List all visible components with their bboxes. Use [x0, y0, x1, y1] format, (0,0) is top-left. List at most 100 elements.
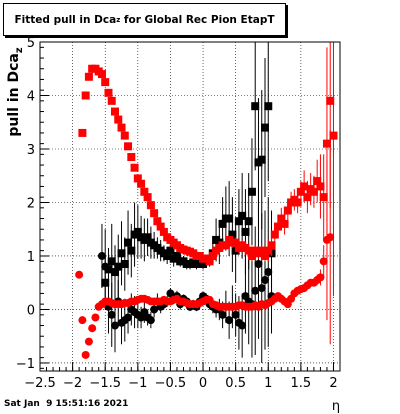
- y-axis-label-sub: z: [14, 47, 25, 53]
- data-point: [225, 316, 234, 325]
- data-point: [231, 310, 240, 319]
- data-point: [244, 217, 253, 226]
- x-tick-label: −0.5: [155, 376, 187, 391]
- x-tick-label: −1.5: [89, 376, 121, 391]
- data-point: [329, 131, 338, 140]
- data-point: [225, 214, 234, 223]
- data-point: [133, 174, 142, 183]
- data-point: [150, 305, 159, 314]
- data-point: [114, 262, 123, 271]
- data-point: [296, 187, 305, 196]
- data-point: [261, 123, 269, 132]
- series-ff0000-square: [78, 42, 338, 297]
- data-point: [257, 155, 266, 164]
- data-point: [319, 193, 328, 202]
- data-point: [130, 163, 139, 172]
- data-point: [264, 246, 273, 255]
- timestamp-footer: Sat Jan 9 15:51:16 2021: [4, 399, 129, 409]
- data-point: [101, 78, 110, 87]
- data-point: [293, 198, 302, 207]
- data-point: [124, 238, 133, 247]
- data-point: [280, 219, 289, 228]
- data-point: [84, 72, 93, 81]
- data-point: [88, 324, 97, 333]
- data-point: [111, 107, 119, 116]
- data-point: [234, 217, 243, 226]
- chart-title-rest: for Global Rec Pion EtapT: [120, 13, 275, 26]
- y-tick-label: 0: [27, 303, 35, 318]
- data-point: [303, 193, 312, 202]
- data-point: [205, 257, 214, 266]
- data-point: [228, 230, 237, 239]
- data-point: [251, 102, 260, 111]
- data-point: [117, 249, 126, 258]
- data-point: [264, 268, 273, 277]
- data-point: [316, 273, 325, 282]
- data-point: [274, 222, 283, 231]
- data-point: [283, 206, 292, 215]
- data-point: [326, 233, 335, 242]
- data-point: [97, 70, 106, 79]
- y-tick-label: 2: [27, 196, 35, 211]
- x-tick-label: 2: [329, 376, 337, 391]
- data-point: [120, 260, 129, 269]
- data-point: [257, 284, 266, 293]
- y-tick-label: 3: [27, 143, 35, 158]
- data-point: [247, 251, 256, 260]
- data-point: [251, 286, 260, 295]
- chart-title-sub: z: [116, 15, 121, 24]
- data-point: [84, 337, 93, 346]
- x-tick-label: −1: [128, 376, 147, 391]
- data-point: [81, 91, 90, 100]
- data-point: [91, 313, 100, 322]
- data-point: [231, 238, 240, 247]
- data-points: [75, 42, 338, 363]
- data-point: [163, 251, 172, 260]
- data-point: [140, 187, 149, 196]
- data-point: [124, 142, 133, 151]
- data-point: [111, 321, 119, 330]
- data-point: [166, 246, 175, 255]
- data-point: [270, 230, 279, 239]
- data-point: [316, 182, 325, 191]
- series-ff0000-circle: [75, 130, 335, 359]
- data-point: [261, 251, 269, 260]
- data-point: [159, 227, 168, 236]
- data-point: [218, 310, 227, 319]
- x-tick-label: 0.5: [225, 376, 246, 391]
- y-tick-label: 4: [27, 89, 35, 104]
- data-point: [107, 257, 116, 266]
- data-point: [322, 139, 331, 148]
- data-point: [277, 214, 286, 223]
- data-point: [150, 209, 159, 218]
- data-point: [143, 193, 152, 202]
- data-point: [254, 260, 263, 269]
- data-point: [257, 246, 266, 255]
- data-point: [97, 251, 106, 260]
- data-point: [107, 310, 116, 319]
- axes: −2.5 −2 −1.5 −1 −0.5 0 0.5 1 1.5 2 −1 0 1 2 3 4 5: [16, 36, 341, 391]
- data-point: [241, 227, 250, 236]
- y-tick-label: 5: [27, 36, 35, 51]
- y-axis-label: pull in Dcaz: [6, 47, 25, 136]
- data-point: [104, 265, 113, 274]
- x-tick-label: −2: [63, 376, 82, 391]
- data-point: [264, 102, 273, 111]
- data-point: [124, 313, 133, 322]
- data-point: [309, 187, 318, 196]
- data-point: [101, 262, 110, 271]
- data-point: [81, 350, 90, 359]
- x-tick-label: 1.5: [291, 376, 312, 391]
- chart-title-main: Fitted pull in Dca: [14, 13, 117, 26]
- x-axis-label: η: [332, 399, 340, 414]
- data-point: [208, 251, 217, 260]
- data-point: [117, 123, 126, 132]
- x-tick-label: 1: [264, 376, 272, 391]
- data-point: [137, 179, 146, 188]
- data-point: [153, 217, 162, 226]
- data-point: [238, 211, 247, 220]
- data-point: [133, 227, 142, 236]
- data-point: [172, 251, 181, 260]
- data-point: [127, 246, 136, 255]
